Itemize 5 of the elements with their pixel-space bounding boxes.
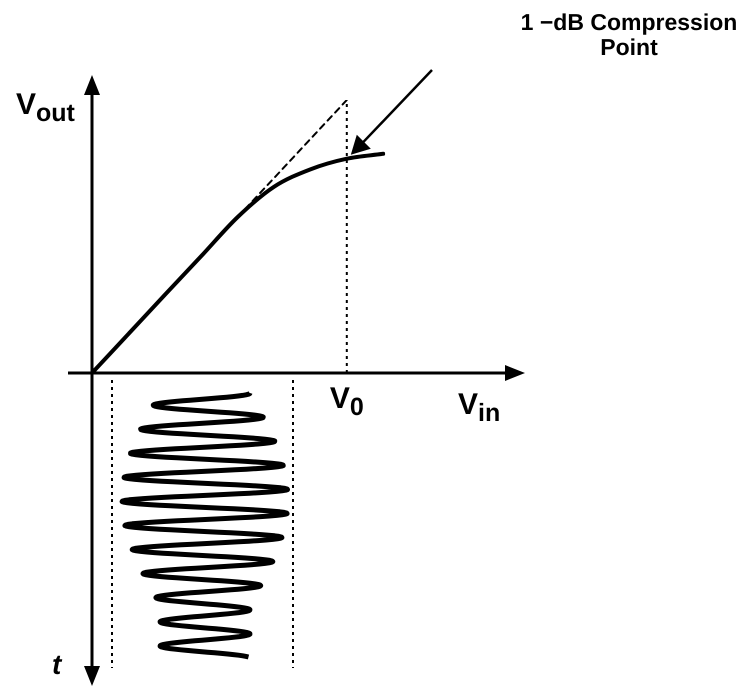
text: 1 −dB Compression Point	[520, 9, 738, 61]
text: V$_{0}$	[328, 382, 365, 422]
y-axis-title: V$_{out}$	[16, 88, 75, 128]
x-axis-title: V$_{in}$	[458, 388, 500, 428]
text: t	[52, 649, 62, 681]
